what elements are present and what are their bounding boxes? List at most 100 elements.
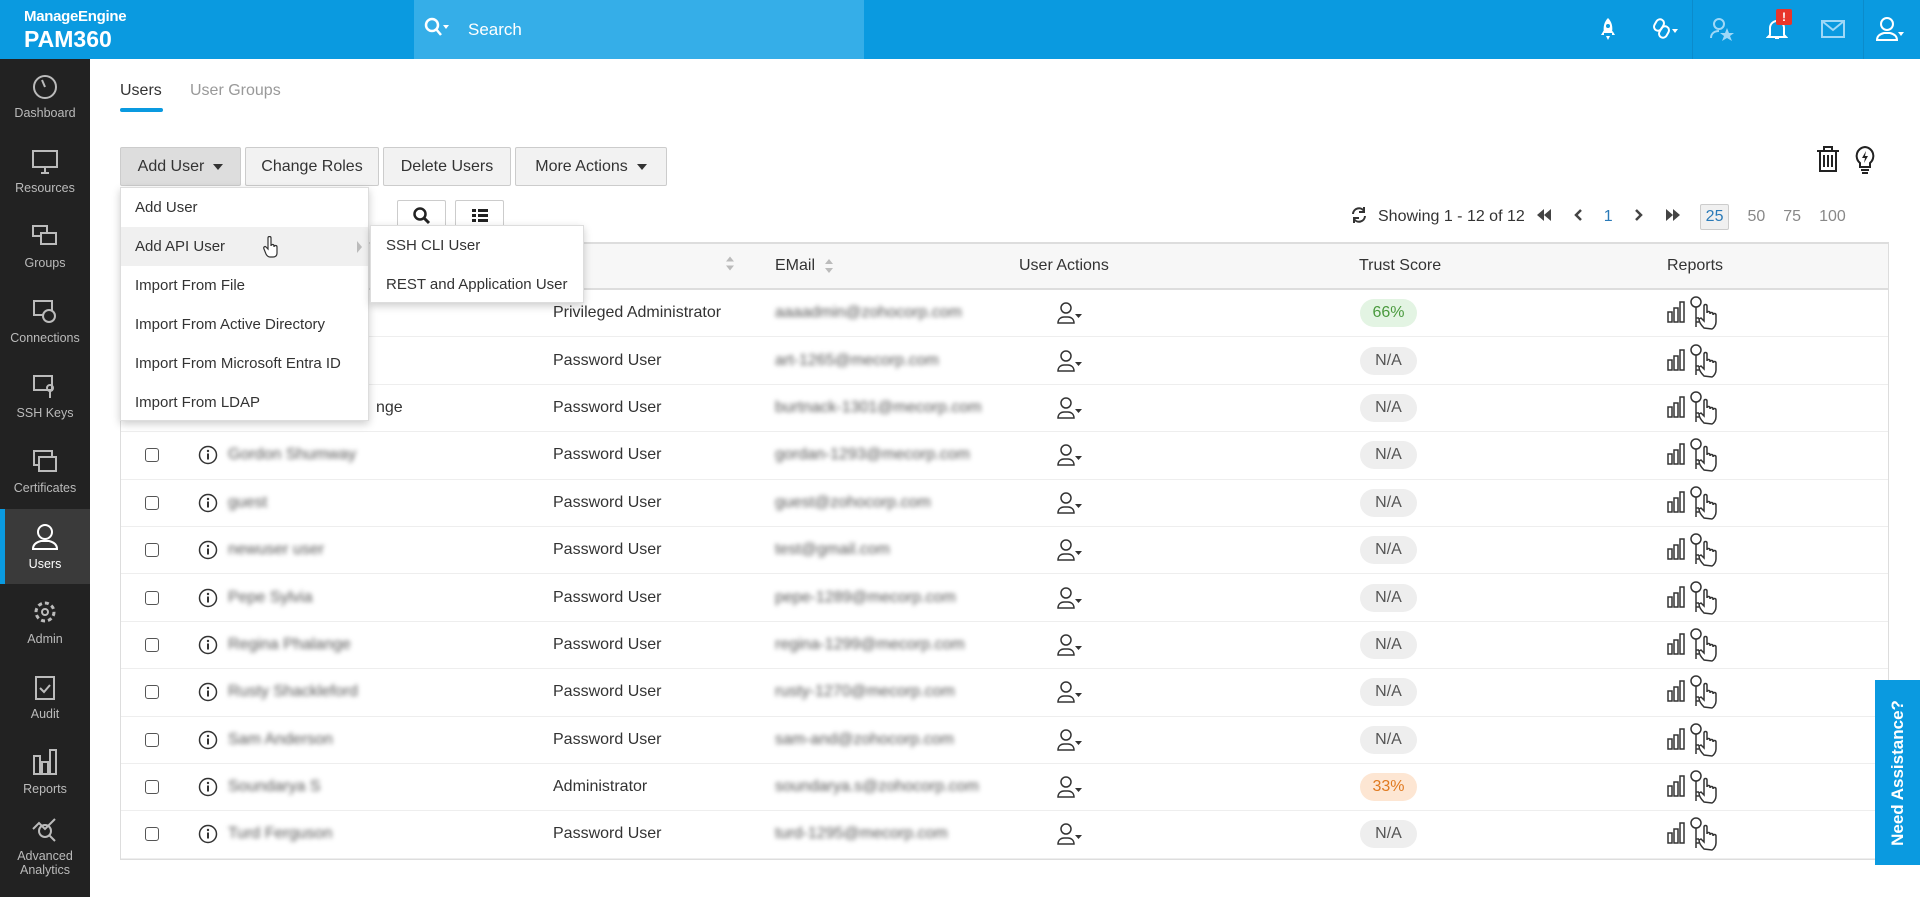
row-checkbox[interactable] xyxy=(145,685,159,700)
sidebar-item-ssh-keys[interactable]: SSH Keys xyxy=(0,359,90,434)
info-icon[interactable] xyxy=(198,824,218,844)
row-checkbox[interactable] xyxy=(145,543,159,558)
menu-item-import-entra[interactable]: Import From Microsoft Entra ID xyxy=(135,355,341,372)
reports-icons[interactable] xyxy=(1666,438,1726,473)
delete-users-button[interactable]: Delete Users xyxy=(383,147,511,186)
info-icon[interactable] xyxy=(198,730,218,750)
user-profile-icon[interactable] xyxy=(1875,14,1905,44)
reports-icons[interactable] xyxy=(1666,722,1726,757)
reports-icons[interactable] xyxy=(1666,770,1726,804)
row-checkbox[interactable] xyxy=(145,780,159,795)
user-name[interactable]: Regina Phalange xyxy=(228,635,351,653)
reports-icons[interactable] xyxy=(1666,296,1726,330)
tab-user-groups[interactable]: User Groups xyxy=(190,82,281,99)
reports-icons[interactable] xyxy=(1666,628,1726,662)
menu-item-add-user[interactable]: Add User xyxy=(135,199,198,216)
more-actions-button[interactable]: More Actions xyxy=(515,147,667,186)
row-checkbox[interactable] xyxy=(145,827,159,842)
change-roles-button[interactable]: Change Roles xyxy=(245,147,379,186)
sidebar-item-audit[interactable]: Audit xyxy=(0,659,90,734)
user-actions-icon[interactable] xyxy=(1056,538,1084,562)
user-actions-icon[interactable] xyxy=(1056,633,1084,657)
menu-item-ssh-cli-user[interactable]: SSH CLI User xyxy=(386,237,481,254)
search-icon[interactable] xyxy=(424,17,454,42)
refresh-icon[interactable] xyxy=(1350,206,1368,229)
pam360-logo[interactable]: ManageEngine PAM360 xyxy=(24,8,127,53)
page-size-75[interactable]: 75 xyxy=(1783,208,1802,225)
sort-icon[interactable] xyxy=(726,256,734,276)
sidebar-item-reports[interactable]: Reports xyxy=(0,734,90,809)
user-actions-icon[interactable] xyxy=(1056,443,1084,467)
row-checkbox[interactable] xyxy=(145,637,159,652)
menu-item-import-ad[interactable]: Import From Active Directory xyxy=(135,316,326,333)
info-icon[interactable] xyxy=(198,540,218,560)
current-page[interactable]: 1 xyxy=(1603,208,1613,225)
user-name[interactable]: nge xyxy=(376,398,403,416)
page-size-100[interactable]: 100 xyxy=(1819,208,1846,225)
info-icon[interactable] xyxy=(198,777,218,797)
lightbulb-icon[interactable] xyxy=(1854,145,1876,180)
user-actions-icon[interactable] xyxy=(1056,586,1084,610)
row-checkbox[interactable] xyxy=(145,448,159,463)
reports-icons[interactable] xyxy=(1666,486,1726,520)
user-actions-icon[interactable] xyxy=(1056,491,1084,515)
page-size-50[interactable]: 50 xyxy=(1747,208,1766,225)
user-name[interactable]: Pepe Sylvia xyxy=(228,588,313,606)
user-name[interactable]: newuser user xyxy=(228,541,325,559)
next-page-icon[interactable] xyxy=(1634,208,1643,226)
user-name[interactable]: Gordon Shumway xyxy=(228,446,357,464)
sidebar-item-certificates[interactable]: Certificates xyxy=(0,434,90,509)
user-favorite-icon[interactable] xyxy=(1708,14,1738,44)
user-name[interactable]: guest xyxy=(228,493,268,511)
search-input[interactable]: Search xyxy=(468,19,522,39)
global-search[interactable]: Search xyxy=(414,0,864,59)
info-icon[interactable] xyxy=(198,493,218,513)
need-assistance-tab[interactable]: Need Assistance? xyxy=(1875,680,1920,865)
user-actions-icon[interactable] xyxy=(1056,680,1084,704)
column-email[interactable]: EMail xyxy=(775,257,834,275)
user-actions-icon[interactable] xyxy=(1056,396,1084,420)
user-actions-icon[interactable] xyxy=(1056,822,1084,846)
info-icon[interactable] xyxy=(198,682,218,702)
user-name[interactable]: Turd Ferguson xyxy=(228,825,333,843)
user-actions-icon[interactable] xyxy=(1056,775,1084,799)
user-actions-icon[interactable] xyxy=(1056,728,1084,752)
reports-icons[interactable] xyxy=(1666,533,1726,567)
reports-icons[interactable] xyxy=(1666,343,1726,378)
row-checkbox[interactable] xyxy=(145,495,159,510)
sidebar-item-resources[interactable]: Resources xyxy=(0,134,90,209)
sidebar-item-advanced-analytics[interactable]: Advanced Analytics xyxy=(0,809,90,884)
link-dropdown-icon[interactable] xyxy=(1651,14,1681,44)
user-name[interactable]: Sam Anderson xyxy=(228,730,333,748)
mail-icon[interactable] xyxy=(1818,14,1848,44)
sidebar-item-dashboard[interactable]: Dashboard xyxy=(0,59,90,134)
sidebar-item-users[interactable]: Users xyxy=(0,509,90,584)
info-icon[interactable] xyxy=(198,588,218,608)
reports-icons[interactable] xyxy=(1666,675,1726,710)
rocket-icon[interactable] xyxy=(1593,14,1623,44)
reports-icons[interactable] xyxy=(1666,580,1726,615)
row-checkbox[interactable] xyxy=(145,590,159,605)
sidebar-item-groups[interactable]: Groups xyxy=(0,209,90,284)
page-size-25[interactable]: 25 xyxy=(1699,204,1730,230)
menu-item-import-file[interactable]: Import From File xyxy=(135,277,246,294)
user-name[interactable]: Rusty Shackleford xyxy=(228,683,358,701)
user-actions-icon[interactable] xyxy=(1056,349,1084,373)
last-page-icon[interactable] xyxy=(1665,208,1681,226)
menu-item-add-api-user[interactable]: Add API User xyxy=(121,227,368,266)
reports-icons[interactable] xyxy=(1666,391,1726,425)
user-actions-icon[interactable] xyxy=(1056,301,1084,325)
prev-page-icon[interactable] xyxy=(1573,208,1582,226)
menu-item-rest-app-user[interactable]: REST and Application User xyxy=(386,276,568,293)
trash-icon[interactable] xyxy=(1815,145,1841,178)
sidebar-item-admin[interactable]: Admin xyxy=(0,584,90,659)
row-checkbox[interactable] xyxy=(145,732,159,747)
sidebar-item-connections[interactable]: Connections xyxy=(0,284,90,359)
first-page-icon[interactable] xyxy=(1536,208,1552,226)
reports-icons[interactable] xyxy=(1666,817,1726,852)
info-icon[interactable] xyxy=(198,635,218,655)
tab-users[interactable]: Users xyxy=(120,82,163,112)
add-user-button[interactable]: Add User xyxy=(120,147,241,186)
user-name[interactable]: Soundarya S xyxy=(228,778,321,796)
menu-item-import-ldap[interactable]: Import From LDAP xyxy=(135,394,261,411)
